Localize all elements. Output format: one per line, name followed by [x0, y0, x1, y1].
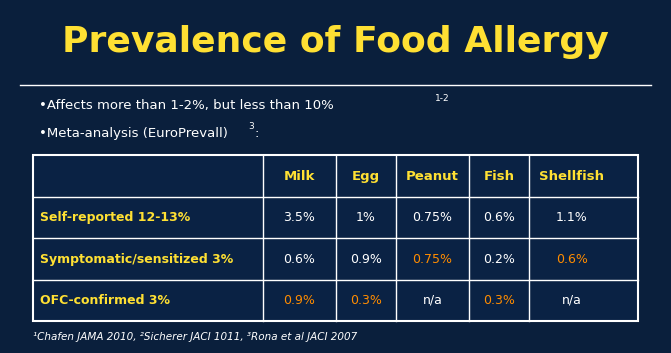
Text: :: : — [255, 127, 259, 140]
Text: Milk: Milk — [283, 169, 315, 183]
Text: 0.9%: 0.9% — [350, 252, 382, 265]
Text: n/a: n/a — [423, 294, 442, 307]
Text: Shellfish: Shellfish — [539, 169, 604, 183]
Text: 1.1%: 1.1% — [556, 211, 588, 224]
Text: Self-reported 12-13%: Self-reported 12-13% — [40, 211, 191, 224]
Text: 0.6%: 0.6% — [283, 252, 315, 265]
Text: 0.6%: 0.6% — [483, 211, 515, 224]
Text: 0.3%: 0.3% — [483, 294, 515, 307]
Text: •Meta-analysis (EuroPrevall): •Meta-analysis (EuroPrevall) — [39, 127, 228, 140]
Text: 3.5%: 3.5% — [283, 211, 315, 224]
Text: 0.75%: 0.75% — [413, 211, 452, 224]
Text: 0.9%: 0.9% — [283, 294, 315, 307]
Text: •Affects more than 1-2%, but less than 10%: •Affects more than 1-2%, but less than 1… — [39, 99, 334, 112]
Text: 0.6%: 0.6% — [556, 252, 588, 265]
Text: 0.75%: 0.75% — [413, 252, 452, 265]
FancyBboxPatch shape — [33, 155, 638, 321]
Text: n/a: n/a — [562, 294, 582, 307]
Text: Symptomatic/sensitized 3%: Symptomatic/sensitized 3% — [40, 252, 234, 265]
Text: Fish: Fish — [484, 169, 515, 183]
Text: 1%: 1% — [356, 211, 376, 224]
Text: 1-2: 1-2 — [435, 94, 450, 102]
Text: Egg: Egg — [352, 169, 380, 183]
Text: 0.3%: 0.3% — [350, 294, 382, 307]
Text: 3: 3 — [248, 122, 254, 131]
Text: ¹Chafen JAMA 2010, ²Sicherer JACI 1011, ³Rona et al JACI 2007: ¹Chafen JAMA 2010, ²Sicherer JACI 1011, … — [33, 332, 357, 342]
Text: Peanut: Peanut — [406, 169, 459, 183]
Text: 0.2%: 0.2% — [483, 252, 515, 265]
Text: Prevalence of Food Allergy: Prevalence of Food Allergy — [62, 25, 609, 59]
Text: OFC-confirmed 3%: OFC-confirmed 3% — [40, 294, 170, 307]
